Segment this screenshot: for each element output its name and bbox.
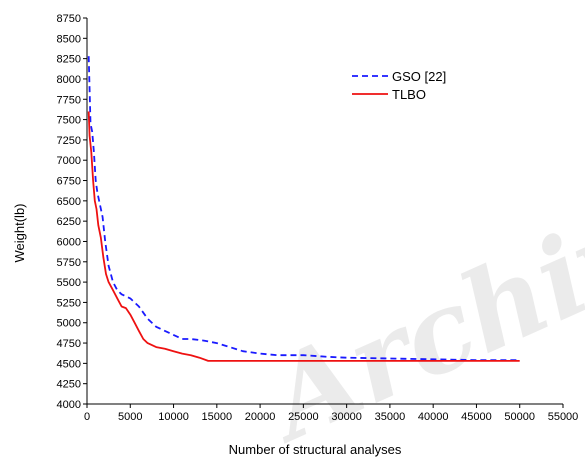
x-tick-label: 25000: [288, 411, 319, 423]
y-tick-label: 4750: [57, 338, 81, 350]
series-line-gso-22: [87, 56, 520, 362]
y-tick-label: 6500: [57, 196, 81, 208]
y-tick-label: 5500: [57, 277, 81, 289]
y-tick-label: 6250: [57, 216, 81, 228]
x-axis-label: Number of structural analyses: [229, 442, 402, 457]
y-tick-label: 4000: [57, 399, 81, 411]
x-tick-label: 55000: [548, 411, 579, 423]
y-tick-label: 7750: [57, 94, 81, 106]
y-tick-label: 8750: [57, 13, 81, 25]
y-tick-label: 5750: [57, 257, 81, 269]
x-tick-label: 20000: [245, 411, 276, 423]
axes: 0 5000 10000 15000 20000 25000 30000 35000 40000…: [57, 13, 579, 423]
y-tick-label: 4250: [57, 379, 81, 391]
legend: GSO [22] TLBO: [352, 69, 446, 102]
y-tick-label: 5000: [57, 318, 81, 330]
x-tick-label: 45000: [461, 411, 492, 423]
x-tick-label: 40000: [418, 411, 449, 423]
legend-label: TLBO: [392, 87, 426, 102]
x-tick-label: 35000: [375, 411, 406, 423]
y-tick-label: 4500: [57, 358, 81, 370]
x-tick-label: 5000: [118, 411, 142, 423]
y-tick-label: 8250: [57, 54, 81, 66]
series-line-tlbo: [87, 111, 520, 362]
x-tick-label: 50000: [504, 411, 535, 423]
y-tick-label: 6000: [57, 236, 81, 248]
y-tick-label: 7500: [57, 115, 81, 127]
y-axis-label: Weight(lb): [12, 203, 27, 262]
y-tick-label: 7000: [57, 155, 81, 167]
legend-label: GSO [22]: [392, 69, 446, 84]
x-tick-label: 30000: [331, 411, 362, 423]
y-tick-label: 8000: [57, 74, 81, 86]
series-group: [87, 56, 520, 362]
y-tick-label: 5250: [57, 297, 81, 309]
y-tick-label: 7250: [57, 135, 81, 147]
x-tick-label: 0: [84, 411, 90, 423]
y-tick-label: 8500: [57, 33, 81, 45]
x-tick-label: 10000: [158, 411, 189, 423]
y-tick-label: 6750: [57, 176, 81, 188]
x-tick-label: 15000: [202, 411, 233, 423]
